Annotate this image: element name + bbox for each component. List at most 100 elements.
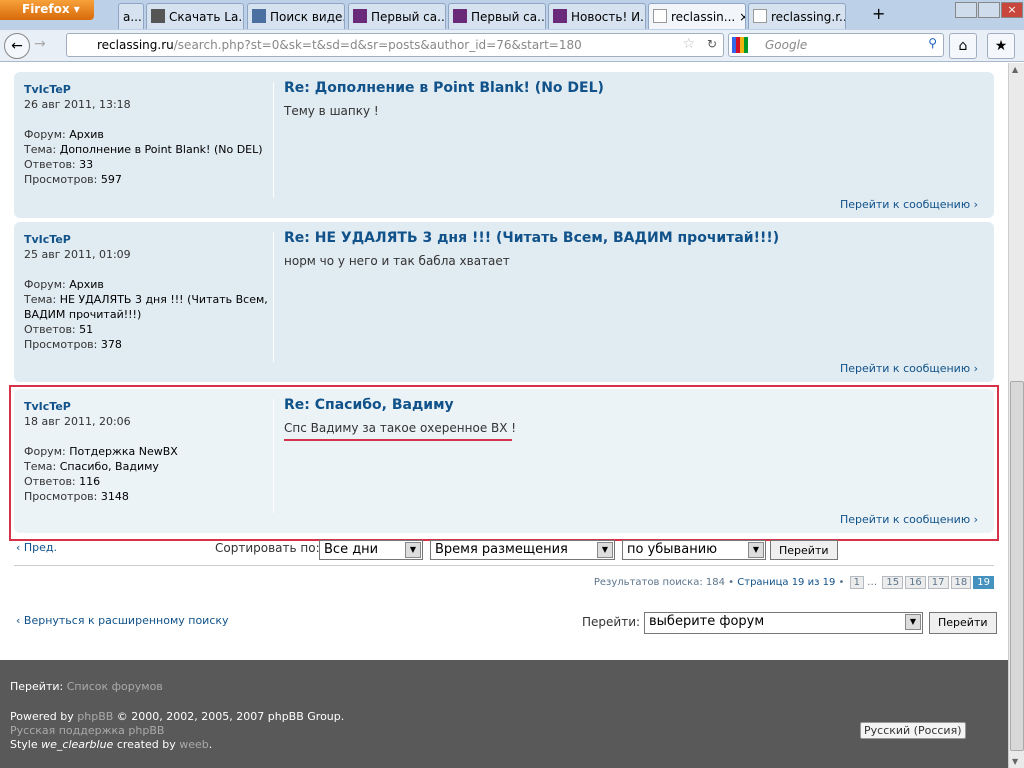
sort-order-select[interactable]: по убыванию ▼ — [622, 540, 766, 560]
ru-support-link[interactable]: Русская поддержка phpBB — [10, 724, 165, 737]
topic-link[interactable]: Дополнение в Point Blank! (No DEL) — [59, 143, 263, 156]
minimize-icon[interactable] — [955, 2, 977, 18]
new-tab-icon[interactable]: + — [872, 4, 886, 23]
forward-icon[interactable]: → — [34, 36, 46, 52]
copyright: © 2000, 2002, 2005, 2007 phpBB Group. — [116, 710, 345, 723]
sort-field-select[interactable]: Время размещения ▼ — [430, 540, 615, 560]
favicon-icon — [453, 9, 467, 23]
post-title-link[interactable]: Re: Дополнение в Point Blank! (No DEL) — [284, 80, 604, 96]
forum-link[interactable]: Потдержка NewBX — [69, 445, 178, 458]
forum-index-link[interactable]: Список форумов — [66, 680, 163, 693]
post-body: Тему в шапку ! — [284, 104, 379, 118]
dropdown-arrow-icon: ▼ — [597, 542, 613, 558]
tab-active[interactable]: reclassin... × — [648, 3, 746, 29]
tab[interactable]: Новость! И... — [548, 3, 646, 29]
post-body: Спс Вадиму за такое охеренное ВХ ! — [284, 421, 517, 435]
author-link[interactable]: TvIcTeP — [24, 83, 71, 96]
prev-label: Пред. — [23, 541, 58, 554]
tab[interactable]: reclassing.r... — [748, 3, 846, 29]
page-link[interactable]: 15 — [882, 576, 904, 589]
bookmarks-icon[interactable]: ★ — [987, 33, 1015, 59]
footer: Перейти: Список форумов Powered by phpBB… — [0, 660, 1008, 768]
label: Просмотров: — [24, 338, 98, 351]
page-indicator[interactable]: Страница 19 из 19 — [737, 577, 836, 588]
tab-label: reclassing.r... — [771, 10, 846, 24]
tab-label: Первый са... — [371, 10, 446, 24]
select-value: по убыванию — [627, 542, 718, 557]
restore-icon[interactable] — [978, 2, 1000, 18]
phpbb-link[interactable]: phpBB — [77, 710, 114, 723]
back-label: Вернуться к расширенному поиску — [23, 614, 229, 627]
jump-label: Перейти к сообщению — [839, 362, 971, 375]
close-tab-icon[interactable]: × — [739, 10, 745, 24]
prev-page-link[interactable]: ‹ Пред. — [16, 541, 58, 554]
label: Форум: — [24, 445, 66, 458]
scroll-down-icon[interactable]: ▼ — [1012, 757, 1019, 766]
firefox-menu-button[interactable]: Firefox ▾ — [0, 0, 94, 20]
scrollbar-thumb[interactable] — [1010, 381, 1024, 751]
home-icon[interactable]: ⌂ — [949, 33, 977, 59]
dropdown-arrow-icon: ▼ — [405, 542, 421, 558]
page-link[interactable]: 16 — [905, 576, 926, 589]
jump-to-post-link[interactable]: Перейти к сообщению › — [839, 198, 978, 211]
tab[interactable]: a... — [118, 3, 144, 29]
bookmark-star-icon[interactable]: ☆ — [682, 36, 695, 52]
post-title-link[interactable]: Re: Спасибо, Вадиму — [284, 397, 454, 413]
post-title-link[interactable]: Re: НЕ УДАЛЯТЬ 3 дня !!! (Читать Всем, В… — [284, 230, 780, 246]
scroll-up-icon[interactable]: ▲ — [1012, 65, 1019, 74]
post-meta: TvIcTeP 25 авг 2011, 01:09 Форум: Архив … — [24, 232, 274, 362]
tab[interactable]: Поиск виде... — [247, 3, 345, 29]
url-path: /search.php?st=0&sk=t&sd=d&sr=posts&auth… — [173, 38, 582, 52]
tab-bar: Firefox ▾ a... Скачать La... Поиск виде.… — [0, 0, 1024, 30]
jump-label: Перейти: — [582, 615, 641, 629]
tab[interactable]: Скачать La... — [146, 3, 244, 29]
scrollbar[interactable]: ▲ ▼ — [1008, 63, 1024, 768]
author-link[interactable]: TvIcTeP — [24, 400, 71, 413]
label: Powered by — [10, 710, 74, 723]
jump-go-button[interactable]: Перейти — [929, 612, 997, 634]
search-icon[interactable]: ⚲ — [928, 36, 937, 50]
sort-go-button[interactable]: Перейти — [770, 540, 838, 560]
page-icon — [753, 9, 767, 23]
label: created by — [116, 738, 176, 751]
label: Просмотров: — [24, 173, 98, 186]
back-icon[interactable]: ← — [4, 33, 30, 59]
post-meta: TvIcTeP 18 авг 2011, 20:06 Форум: Потдер… — [24, 399, 274, 513]
search-input[interactable]: Google ⚲ — [728, 33, 944, 57]
tab-label: a... — [123, 10, 142, 24]
sort-days-select[interactable]: Все дни ▼ — [319, 540, 423, 560]
page-link[interactable]: 1 — [849, 576, 864, 589]
page-content: TvIcTeP 26 авг 2011, 13:18 Форум: Архив … — [0, 63, 1008, 660]
views-count: 378 — [100, 338, 122, 351]
page-link[interactable]: 18 — [950, 576, 972, 589]
back-to-search-link[interactable]: ‹ Вернуться к расширенному поиску — [16, 614, 229, 627]
highlight-annotation — [9, 385, 999, 541]
replies-count: 33 — [79, 158, 94, 171]
menu-label: Firefox — [22, 2, 70, 16]
current-page: 19 — [973, 576, 994, 589]
jump-to-post-link[interactable]: Перейти к сообщению › — [839, 362, 978, 375]
close-window-icon[interactable]: × — [1001, 2, 1023, 18]
forum-link[interactable]: Архив — [69, 278, 104, 291]
search-result-post: TvIcTeP 25 авг 2011, 01:09 Форум: Архив … — [14, 222, 994, 382]
label: Ответов: — [24, 323, 76, 336]
tab[interactable]: Первый са... — [448, 3, 546, 29]
forum-link[interactable]: Архив — [69, 128, 104, 141]
page-link[interactable]: 17 — [927, 576, 949, 589]
reload-icon[interactable]: ↻ — [706, 37, 717, 51]
tab-label: Поиск виде... — [270, 10, 344, 24]
forum-jump-select[interactable]: выберите форум ▼ — [644, 612, 923, 634]
label: Style — [10, 738, 38, 751]
url-domain: reclassing.ru — [97, 38, 174, 52]
style-author-link[interactable]: weeb — [179, 738, 209, 751]
jump-to-post-link[interactable]: Перейти к сообщению › — [839, 513, 978, 526]
url-bar[interactable]: reclassing.ru/search.php?st=0&sk=t&sd=d&… — [66, 33, 724, 57]
topic-link[interactable]: НЕ УДАЛЯТЬ 3 дня !!! (Читать Всем, ВАДИМ… — [24, 293, 268, 321]
tab[interactable]: Первый са... — [348, 3, 446, 29]
topic-link[interactable]: Спасибо, Вадиму — [59, 460, 159, 473]
dropdown-arrow-icon: ▼ — [748, 542, 764, 558]
label: Ответов: — [24, 475, 76, 488]
author-link[interactable]: TvIcTeP — [24, 233, 71, 246]
label: Тема: — [24, 143, 57, 156]
google-icon — [732, 37, 748, 53]
